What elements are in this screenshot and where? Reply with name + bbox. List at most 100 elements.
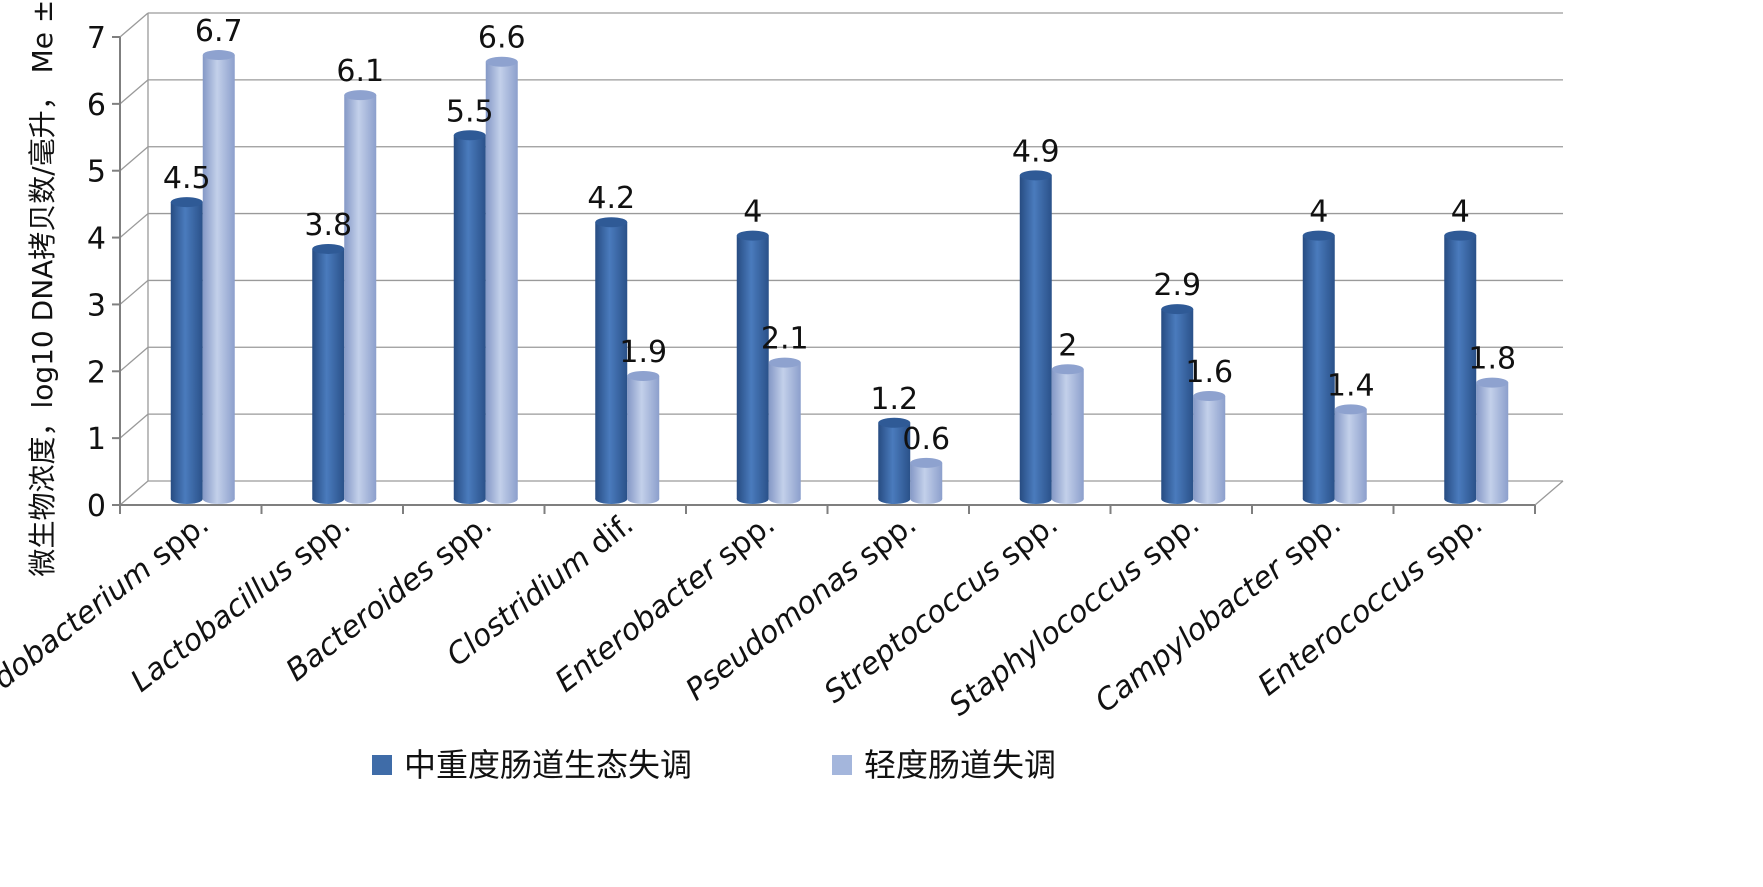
bar-base bbox=[910, 494, 943, 504]
bar-top bbox=[1019, 170, 1052, 181]
y-axis-title: 微生物浓度，log10 DNA拷贝数/毫升， Me ± m bbox=[26, 0, 59, 577]
legend-swatch bbox=[832, 755, 852, 775]
bar-base bbox=[1161, 494, 1194, 504]
bar-top bbox=[485, 56, 518, 67]
bar-base bbox=[1334, 494, 1367, 504]
y-tick-label: 0 bbox=[87, 489, 106, 524]
bar-base bbox=[1051, 494, 1084, 504]
x-tick-label: Campylobacter spp. bbox=[1089, 507, 1348, 720]
legend-swatch bbox=[372, 755, 392, 775]
x-tick-label: Pseudomonas spp. bbox=[679, 507, 923, 708]
data-label: 1.2 bbox=[870, 382, 918, 417]
bar bbox=[595, 217, 628, 504]
bar-top bbox=[170, 197, 203, 208]
bar bbox=[1476, 377, 1509, 504]
bar-base bbox=[1302, 494, 1335, 504]
y-tick-label: 2 bbox=[87, 355, 106, 390]
bar-top bbox=[627, 370, 660, 381]
data-label: 3.8 bbox=[304, 208, 352, 243]
legend-label: 轻度肠道失调 bbox=[864, 746, 1056, 784]
bar-body bbox=[485, 61, 518, 499]
bar bbox=[170, 197, 203, 504]
data-label: 0.6 bbox=[902, 422, 950, 457]
data-label: 6.1 bbox=[336, 54, 384, 89]
bar-base bbox=[170, 494, 203, 504]
data-label: 4 bbox=[1451, 195, 1470, 230]
bar-body bbox=[1476, 382, 1509, 499]
bar-body bbox=[878, 422, 911, 499]
bar bbox=[736, 230, 769, 504]
bar-body bbox=[1193, 396, 1226, 499]
bar bbox=[453, 130, 486, 504]
y-tick-label: 3 bbox=[87, 288, 106, 323]
data-label: 6.7 bbox=[195, 14, 243, 49]
bar-base bbox=[736, 494, 769, 504]
bar bbox=[910, 457, 943, 504]
bar-top bbox=[312, 243, 345, 254]
bar-body bbox=[1444, 235, 1477, 500]
bar-body bbox=[344, 95, 377, 500]
data-label: 4.5 bbox=[163, 161, 211, 196]
data-label: 4 bbox=[1309, 195, 1328, 230]
y-tick-label: 1 bbox=[87, 422, 106, 457]
bar-top bbox=[1476, 377, 1509, 388]
bar-base bbox=[453, 494, 486, 504]
bar-top bbox=[878, 417, 911, 428]
gridline-side bbox=[119, 79, 149, 105]
bar bbox=[627, 370, 660, 504]
bar-top bbox=[344, 90, 377, 101]
bar-top bbox=[453, 130, 486, 141]
bar-body bbox=[312, 248, 345, 499]
bar-top bbox=[1193, 391, 1226, 402]
bar bbox=[878, 417, 911, 504]
data-label: 1.8 bbox=[1468, 342, 1516, 377]
bar bbox=[312, 243, 345, 504]
data-label: 4.9 bbox=[1012, 134, 1060, 169]
gridline-side bbox=[119, 346, 149, 372]
bar-top bbox=[768, 357, 801, 368]
data-label: 4.2 bbox=[587, 181, 635, 216]
data-label: 5.5 bbox=[446, 94, 494, 129]
x-tick-label: Streptococcus spp. bbox=[818, 507, 1065, 711]
bar bbox=[1334, 404, 1367, 504]
bar-base bbox=[1019, 494, 1052, 504]
data-label: 1.6 bbox=[1185, 355, 1233, 390]
bar bbox=[1302, 230, 1335, 504]
data-label: 4 bbox=[743, 195, 762, 230]
gridline-side bbox=[119, 213, 149, 239]
floor-edge bbox=[1534, 480, 1564, 506]
data-label: 1.4 bbox=[1327, 368, 1375, 403]
bar-body bbox=[202, 55, 235, 500]
data-label: 2 bbox=[1058, 328, 1077, 363]
bar bbox=[344, 90, 377, 504]
bar-body bbox=[595, 222, 628, 499]
bar-base bbox=[627, 494, 660, 504]
bar-top bbox=[1161, 304, 1194, 315]
bar-base bbox=[312, 494, 345, 504]
y-tick-label: 5 bbox=[87, 155, 106, 190]
bar bbox=[202, 50, 235, 504]
bar-base bbox=[1193, 494, 1226, 504]
data-label: 1.9 bbox=[619, 335, 667, 370]
bar-top bbox=[910, 457, 943, 468]
gridline-side bbox=[119, 12, 149, 38]
bar-body bbox=[1302, 235, 1335, 500]
bar-base bbox=[202, 494, 235, 504]
bar-body bbox=[170, 202, 203, 499]
gridline-side bbox=[119, 413, 149, 439]
bar-body bbox=[1051, 369, 1084, 499]
bar bbox=[485, 56, 518, 504]
bar-body bbox=[1334, 409, 1367, 499]
bar-body bbox=[1161, 309, 1194, 499]
bar-base bbox=[1476, 494, 1509, 504]
bar bbox=[1444, 230, 1477, 504]
bar-base bbox=[878, 494, 911, 504]
bar-top bbox=[1334, 404, 1367, 415]
bar bbox=[1051, 364, 1084, 504]
gridline-side bbox=[119, 279, 149, 305]
bar-base bbox=[768, 494, 801, 504]
data-label: 2.9 bbox=[1153, 268, 1201, 303]
bar bbox=[768, 357, 801, 504]
